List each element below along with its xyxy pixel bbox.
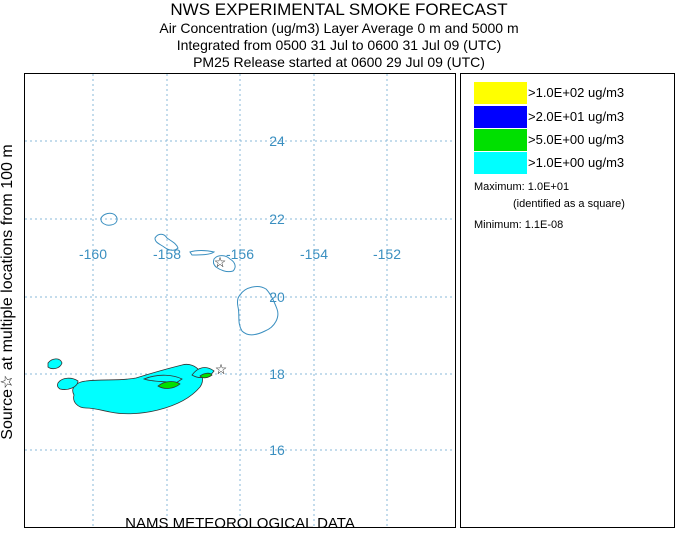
longitude-label: -152: [373, 246, 401, 262]
maximum-value: Maximum: 1.0E+01: [474, 181, 570, 193]
legend-swatch-blue: [474, 106, 527, 128]
plume-green-core: [157, 381, 181, 389]
smoke-plume: [47, 358, 215, 415]
coast-hawaii: [236, 286, 279, 336]
legend-swatch-cyan: [474, 152, 527, 174]
source-markers: ☆ ☆: [214, 254, 228, 377]
plume-green-east: [199, 372, 213, 379]
legend-item: >5.0E+00 ug/m3: [474, 129, 674, 151]
coast-niihau: [100, 212, 118, 226]
latitude-label: 22: [269, 211, 285, 227]
concentration-subtitle: Air Concentration (ug/m3) Layer Average …: [159, 20, 519, 36]
star-icon: ☆: [215, 361, 228, 377]
minimum-value: Minimum: 1.1E-08: [474, 219, 564, 231]
longitude-label: -160: [79, 246, 107, 262]
legend-label: >2.0E+01 ug/m3: [528, 109, 625, 124]
longitude-label: -154: [300, 246, 328, 262]
plume-cyan-west2: [47, 358, 63, 370]
source-label: Source☆ at multiple locations from 100 m: [0, 144, 16, 440]
legend-label: >1.0E+00 ug/m3: [528, 155, 625, 170]
star-icon: ☆: [214, 254, 227, 270]
coast-molokai: [189, 250, 216, 256]
legend-swatch-green: [474, 129, 527, 151]
coast-maui: [212, 255, 236, 273]
legend-item: >1.0E+00 ug/m3: [474, 152, 674, 174]
integration-period: Integrated from 0500 31 Jul to 0600 31 J…: [176, 37, 502, 53]
maximum-note: (identified as a square): [513, 198, 625, 210]
legend-label: >5.0E+00 ug/m3: [528, 132, 625, 147]
release-start: PM25 Release started at 0600 29 Jul 09 (…: [193, 54, 485, 70]
legend-swatch-yellow: [474, 82, 527, 104]
hawaii-coastlines: [100, 212, 279, 336]
met-data-label: NAMS METEOROLOGICAL DATA: [125, 515, 355, 532]
legend-item: >2.0E+01 ug/m3: [474, 106, 674, 128]
latitude-label: 16: [269, 442, 285, 458]
legend-item: >1.0E+02 ug/m3: [474, 82, 674, 104]
latitude-label: 18: [269, 366, 285, 382]
longitude-label: -156: [226, 246, 254, 262]
plume-cyan-tail: [142, 374, 183, 384]
legend-label: >1.0E+02 ug/m3: [528, 85, 625, 100]
latitude-label: 24: [269, 133, 285, 149]
plume-cyan-west1: [57, 377, 79, 390]
forecast-title: NWS EXPERIMENTAL SMOKE FORECAST: [170, 0, 508, 19]
legend-panel: >1.0E+02 ug/m3 >2.0E+01 ug/m3 >5.0E+00 u…: [460, 73, 675, 528]
map-panel: -160 -158 -156 -154 -152 24 22 20 18 16 ☆ ☆: [24, 73, 456, 533]
coast-oahu: [154, 233, 179, 251]
